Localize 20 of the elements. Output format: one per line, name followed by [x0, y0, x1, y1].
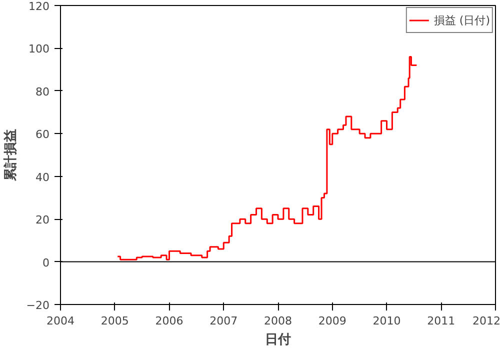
y-tick-label: 100	[28, 42, 50, 56]
x-tick-label: 2011	[427, 314, 456, 328]
x-tick-label: 2012	[472, 314, 500, 328]
x-tick-label: 2006	[155, 314, 184, 328]
y-tick-label: 60	[36, 128, 50, 142]
x-tick-label: 2004	[46, 314, 75, 328]
y-tick-label: 0	[42, 256, 50, 270]
x-axis-title: 日付	[265, 332, 291, 348]
y-tick-label: −20	[26, 299, 50, 312]
x-tick-label: 2008	[264, 314, 292, 328]
y-tick-label: 120	[28, 0, 50, 13]
y-axis-title: 累計損益	[2, 129, 18, 182]
y-tick-label: 40	[36, 170, 50, 184]
y-tick-label: 80	[36, 85, 50, 98]
x-tick-label: 2005	[100, 314, 129, 328]
legend-label: 損益 (日付)	[434, 12, 490, 28]
x-tick-label: 2009	[318, 314, 346, 328]
y-tick-label: 20	[36, 214, 50, 227]
x-tick-label: 2007	[210, 314, 238, 328]
x-tick-label: 2010	[372, 314, 401, 328]
